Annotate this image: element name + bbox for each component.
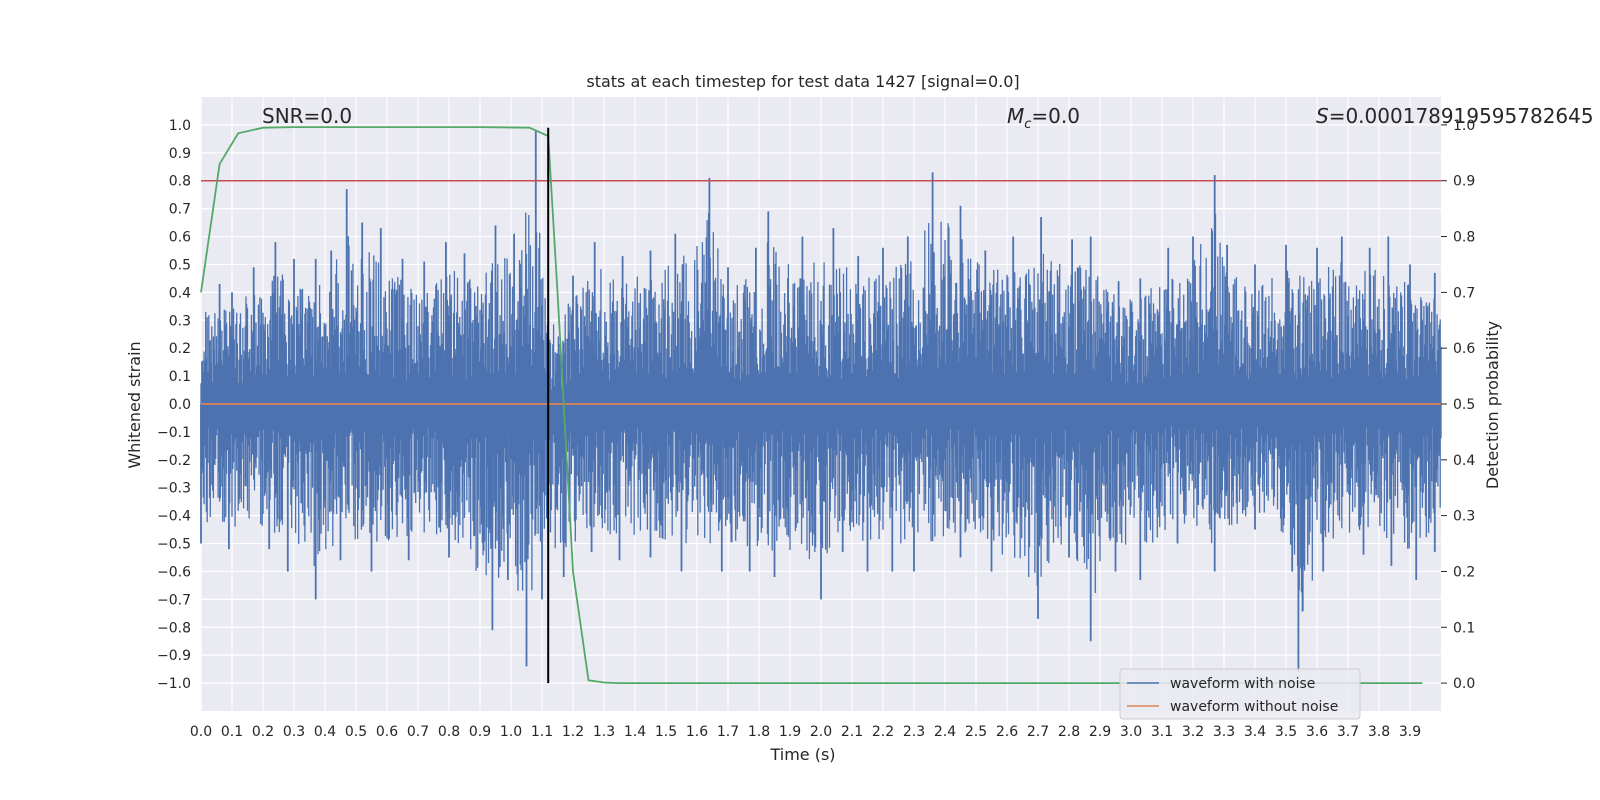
y-tick-label: 0.7 xyxy=(169,202,191,218)
x-tick-label: 1.8 xyxy=(748,724,770,740)
y-axis-label: Whitened strain xyxy=(125,341,144,468)
x-tick-label: 2.2 xyxy=(872,724,894,740)
x-tick-label: 3.5 xyxy=(1275,724,1297,740)
y-tick-label: −0.5 xyxy=(157,537,191,553)
x-tick-label: 0.9 xyxy=(469,724,491,740)
x-tick-label: 0.4 xyxy=(314,724,336,740)
x-tick-label: 2.6 xyxy=(996,724,1018,740)
x-tick-label: 1.9 xyxy=(779,724,801,740)
legend-label-clean: waveform without noise xyxy=(1170,699,1338,715)
y-tick-label: 0.9 xyxy=(169,146,191,162)
x-tick-label: 3.7 xyxy=(1337,724,1359,740)
x-tick-label: 1.2 xyxy=(562,724,584,740)
x-tick-label: 0.5 xyxy=(345,724,367,740)
x-tick-label: 0.2 xyxy=(252,724,274,740)
x-tick-label: 2.7 xyxy=(1027,724,1049,740)
y-tick-label: 1.0 xyxy=(169,118,191,134)
x-tick-label: 3.6 xyxy=(1306,724,1328,740)
x-tick-label: 3.0 xyxy=(1120,724,1142,740)
y2-ticks: 1.0 0.9 0.8 0.7 0.6 0.5 0.4 0.3 0.2 0.1 0.0 xyxy=(1441,118,1475,692)
y2-tick-label: 0.1 xyxy=(1453,620,1475,636)
y2-tick-label: 0.3 xyxy=(1453,509,1475,525)
x-tick-label: 2.1 xyxy=(841,724,863,740)
y-ticks: 1.0 0.9 0.8 0.7 0.6 0.5 0.4 0.3 0.2 0.1 0.0 −0.1 −0.… xyxy=(157,118,191,692)
x-axis-label: Time (s) xyxy=(769,745,835,764)
x-tick-label: 3.2 xyxy=(1182,724,1204,740)
y2-tick-label: 0.2 xyxy=(1453,564,1475,580)
legend-label-noise: waveform with noise xyxy=(1170,676,1315,692)
annotation-snr: SNR=0.0 xyxy=(262,104,352,128)
x-tick-label: 1.5 xyxy=(655,724,677,740)
x-tick-label: 0.0 xyxy=(190,724,212,740)
y-tick-label: 0.8 xyxy=(169,174,191,190)
x-tick-label: 3.8 xyxy=(1368,724,1390,740)
x-tick-label: 2.8 xyxy=(1058,724,1080,740)
y2-tick-label: 0.9 xyxy=(1453,174,1475,190)
x-tick-label: 2.0 xyxy=(810,724,832,740)
y-tick-label: 0.5 xyxy=(169,257,191,273)
x-tick-label: 0.7 xyxy=(407,724,429,740)
x-tick-label: 2.9 xyxy=(1089,724,1111,740)
y-tick-label: 0.3 xyxy=(169,313,191,329)
x-tick-label: 1.3 xyxy=(593,724,615,740)
y-tick-label: −1.0 xyxy=(157,676,191,692)
y-tick-label: −0.3 xyxy=(157,481,191,497)
series-waveform-with-noise xyxy=(200,130,1442,672)
x-tick-label: 3.9 xyxy=(1399,724,1421,740)
x-tick-label: 3.1 xyxy=(1151,724,1173,740)
annotation-mc: Mc=0.0 xyxy=(1007,104,1080,132)
x-tick-label: 1.1 xyxy=(531,724,553,740)
y-tick-label: 0.0 xyxy=(169,397,191,413)
legend: waveform with noise waveform without noi… xyxy=(1119,668,1361,720)
chart-title: stats at each timestep for test data 142… xyxy=(586,72,1019,91)
y-tick-label: 0.1 xyxy=(169,369,191,385)
x-tick-label: 2.3 xyxy=(903,724,925,740)
y2-tick-label: 1.0 xyxy=(1453,118,1475,134)
y2-tick-label: 0.6 xyxy=(1453,341,1475,357)
y-tick-label: −0.7 xyxy=(157,592,191,608)
x-tick-label: 1.0 xyxy=(500,724,522,740)
x-tick-label: 1.7 xyxy=(717,724,739,740)
y2-tick-label: 0.4 xyxy=(1453,453,1475,469)
y-tick-label: 0.4 xyxy=(169,285,191,301)
x-tick-label: 0.1 xyxy=(221,724,243,740)
annotation-s: S=0.000178919595782645 xyxy=(1316,104,1594,128)
y-tick-label: −0.4 xyxy=(157,509,191,525)
y2-tick-label: 0.5 xyxy=(1453,397,1475,413)
y2-tick-label: 0.8 xyxy=(1453,230,1475,246)
x-tick-label: 0.3 xyxy=(283,724,305,740)
series-detection-probability xyxy=(200,126,1423,684)
y2-axis-label: Detection probability xyxy=(1483,321,1502,489)
y-tick-label: −0.2 xyxy=(157,453,191,469)
x-tick-label: 0.8 xyxy=(438,724,460,740)
x-tick-label: 2.4 xyxy=(934,724,956,740)
y2-tick-label: 0.7 xyxy=(1453,285,1475,301)
y2-tick-label: 0.0 xyxy=(1453,676,1475,692)
y-tick-label: −0.6 xyxy=(157,564,191,580)
y-tick-label: −0.8 xyxy=(157,620,191,636)
x-tick-label: 0.6 xyxy=(376,724,398,740)
y-tick-label: 0.2 xyxy=(169,341,191,357)
x-tick-label: 3.3 xyxy=(1213,724,1235,740)
x-tick-label: 1.4 xyxy=(624,724,646,740)
y-tick-label: −0.1 xyxy=(157,425,191,441)
x-ticks: 0.0 0.1 0.2 0.3 0.4 0.5 0.6 0.7 0.8 0.9 1.0 1.1 1.2 1… xyxy=(190,724,1421,740)
x-tick-label: 1.6 xyxy=(686,724,708,740)
legend-box xyxy=(1119,668,1361,720)
x-tick-label: 2.5 xyxy=(965,724,987,740)
x-tick-label: 3.4 xyxy=(1244,724,1266,740)
y-tick-label: −0.9 xyxy=(157,648,191,664)
y-tick-label: 0.6 xyxy=(169,230,191,246)
